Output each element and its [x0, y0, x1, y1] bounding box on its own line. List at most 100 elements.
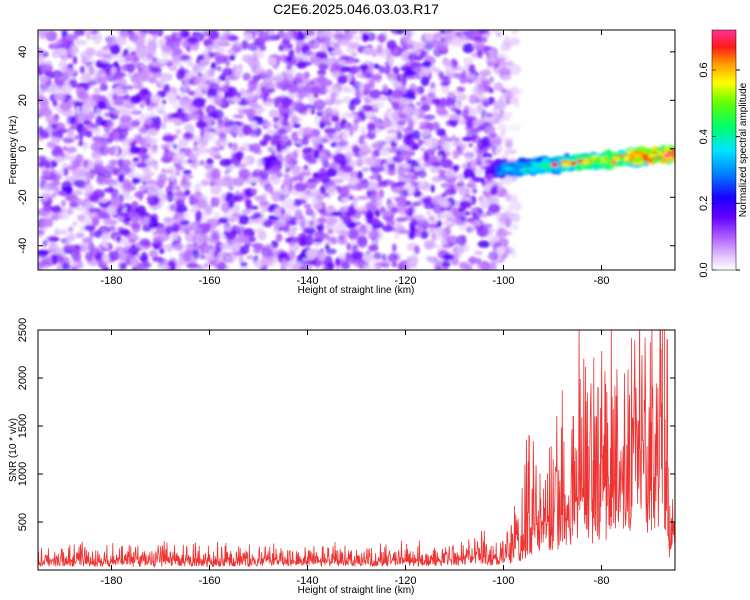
spectrogram-signal-cell: [529, 166, 539, 173]
spectrogram-noise-cell: [232, 212, 241, 217]
spectrogram-noise-cell: [139, 101, 147, 106]
spectrogram-noise-cell: [51, 254, 58, 265]
spectrogram-noise-cell: [459, 200, 472, 208]
spectrogram-noise-cell: [60, 84, 72, 95]
spectrogram-noise-cell: [210, 168, 221, 180]
spectrogram-noise-cell: [310, 86, 320, 94]
spectrogram-noise-cell: [216, 137, 229, 147]
spectrogram-noise-cell: [397, 166, 406, 177]
spectrogram-noise-cell: [423, 202, 435, 210]
spectrogram-noise-cell: [423, 114, 436, 121]
spectrogram-noise-cell: [216, 261, 227, 270]
spectrogram-noise-cell: [362, 133, 376, 139]
spectrogram-noise-cell: [51, 123, 58, 130]
spectrogram-noise-cell: [150, 144, 159, 154]
spectrogram-noise-cell: [64, 68, 75, 74]
spectrogram-noise-cell: [444, 170, 457, 179]
spectrogram-noise-cell: [126, 63, 135, 73]
spectrogram-noise-cell: [61, 262, 71, 270]
spectrogram-noise-cell: [72, 251, 82, 263]
spectrogram-noise-cell: [109, 43, 121, 55]
spectrogram-noise-cell: [334, 30, 343, 34]
spectrogram-signal-cell: [666, 160, 672, 165]
spectrogram-noise-cell: [483, 124, 496, 136]
spectrogram-noise-cell: [378, 65, 386, 74]
spectrogram-noise-cell: [452, 141, 459, 147]
spectrogram-signal-cell: [489, 165, 494, 171]
spectrogram-noise-cell: [327, 129, 334, 140]
spectrogram-noise-cell: [394, 196, 406, 203]
spectrogram-noise-cell: [433, 227, 444, 233]
spectrogram-noise-cell: [444, 178, 456, 183]
spectrogram-noise-cell: [298, 237, 307, 247]
x-tick-label: -80: [594, 275, 610, 287]
spectrogram-noise-cell: [142, 216, 150, 225]
spectrogram-noise-cell: [93, 87, 102, 94]
spectrogram-noise-cell: [72, 159, 82, 168]
spectrogram-noise-cell: [384, 214, 395, 223]
spectrogram-noise-cell: [430, 167, 436, 174]
spectrogram-noise-cell: [333, 33, 344, 40]
spectrogram-noise-cell: [51, 129, 64, 138]
spectrogram-noise-cell: [294, 182, 307, 192]
spectrogram-noise-cell: [55, 93, 65, 101]
spectrogram-noise-cell: [40, 62, 47, 74]
spectrogram-noise-cell: [452, 164, 461, 170]
spectrogram-noise-cell: [408, 53, 418, 62]
spectrogram-noise-cell: [140, 142, 153, 149]
spectrogram-noise-cell: [50, 84, 60, 93]
spectrogram-noise-cell: [38, 155, 47, 161]
spectrogram-noise-cell: [362, 263, 373, 270]
colorbar-tick-label: 0.0: [698, 262, 710, 277]
spectrogram-noise-cell: [102, 53, 112, 59]
spectrogram-noise-cell: [175, 261, 187, 266]
spectrogram-noise-cell: [192, 249, 200, 260]
spectrogram-noise-cell: [396, 120, 406, 126]
spectrogram-noise-cell: [84, 224, 96, 232]
spectrogram-noise-cell: [426, 210, 432, 216]
spectrogram-noise-cell: [173, 118, 182, 127]
spectrogram-noise-cell: [454, 72, 463, 79]
spectrogram-noise-cell: [413, 190, 422, 198]
spectrogram-signal-cell: [606, 149, 612, 156]
spectrogram-noise-cell: [234, 226, 245, 233]
spectrogram-noise-cell: [487, 96, 496, 105]
spectrogram-signal-cell: [552, 165, 563, 172]
spectrogram-noise-cell: [178, 158, 187, 165]
spectrogram-marks: [38, 30, 675, 270]
spectrogram-noise-cell: [181, 173, 194, 180]
spectrogram-noise-cell: [66, 146, 77, 153]
spectrogram-noise-cell: [420, 128, 432, 137]
spectrogram-noise-cell: [78, 139, 84, 147]
spectrogram-noise-cell: [507, 204, 518, 211]
spectrogram-noise-cell: [163, 141, 173, 150]
spectrogram-noise-cell: [316, 233, 330, 240]
spectrogram-noise-cell: [281, 258, 288, 270]
spectrogram-noise-cell: [355, 182, 364, 191]
spectrogram-noise-cell: [337, 75, 348, 85]
spectrogram-noise-cell: [442, 220, 454, 226]
spectrogram-noise-cell: [236, 91, 242, 99]
spectrogram-noise-cell: [74, 39, 88, 46]
spectrogram-noise-cell: [87, 252, 93, 262]
spectrogram-noise-cell: [393, 234, 399, 240]
spectrogram-noise-cell: [447, 60, 453, 67]
spectrogram-noise-cell: [444, 140, 451, 152]
spectrogram-y-label: Frequency (Hz): [8, 116, 19, 185]
spectrogram-noise-cell: [139, 153, 150, 160]
spectrogram-noise-cell: [232, 204, 241, 215]
spectrogram-noise-cell: [268, 131, 274, 136]
spectrogram-noise-cell: [138, 126, 147, 135]
spectrogram-noise-cell: [281, 97, 291, 109]
spectrogram-noise-cell: [123, 94, 130, 100]
spectrogram-noise-cell: [74, 135, 79, 140]
spectrogram-noise-cell: [161, 122, 167, 130]
spectrogram-noise-cell: [71, 168, 84, 178]
spectrogram-noise-cell: [151, 75, 157, 84]
spectrogram-noise-cell: [51, 49, 60, 59]
spectrogram-noise-cell: [305, 259, 317, 266]
spectrogram-noise-cell: [146, 41, 156, 53]
spectrogram-noise-cell: [493, 100, 506, 110]
spectrogram-noise-cell: [235, 190, 240, 196]
